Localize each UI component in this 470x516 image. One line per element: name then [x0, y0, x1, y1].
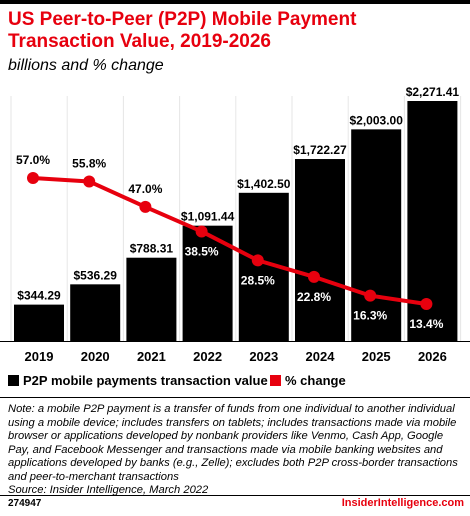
- top-rule: [0, 0, 470, 4]
- change-point-2024: [308, 270, 320, 283]
- legend-swatch-change: [270, 375, 281, 386]
- brand-link[interactable]: InsiderIntelligence.com: [341, 497, 464, 509]
- legend-swatch-value: [8, 375, 19, 386]
- note-divider: [0, 397, 470, 398]
- change-label-2023: 28.5%: [241, 273, 275, 287]
- change-point-2022: [195, 225, 208, 238]
- bar-label-2024: $1,722.27: [293, 143, 347, 157]
- bar-2025: [351, 129, 402, 341]
- bar-2019: [14, 304, 64, 341]
- bar-label-2021: $788.31: [130, 242, 174, 256]
- chart-subtitle: billions and % change: [8, 57, 164, 74]
- source-text: Source: Insider Intelligence, March 2022: [8, 484, 209, 496]
- change-label-2024: 22.8%: [297, 290, 331, 304]
- x-tick-2025: 2025: [362, 349, 391, 364]
- change-point-2021: [139, 200, 152, 213]
- bar-label-2025: $2,003.00: [350, 113, 404, 127]
- bar-label-2023: $1,402.50: [237, 177, 291, 191]
- change-point-2020: [83, 175, 96, 188]
- x-tick-2021: 2021: [137, 349, 166, 364]
- legend-label-change: % change: [285, 373, 346, 388]
- change-label-2020: 55.8%: [72, 156, 106, 170]
- bar-2026: [407, 101, 458, 341]
- x-tick-2023: 2023: [249, 349, 278, 364]
- x-tick-2026: 2026: [418, 349, 447, 364]
- bar-label-2022: $1,091.44: [181, 210, 235, 224]
- change-label-2025: 16.3%: [353, 309, 387, 323]
- chart-note: Note: a mobile P2P payment is a transfer…: [8, 403, 466, 498]
- change-point-2023: [251, 254, 264, 267]
- chart-area: $344.29 $536.29 $788.31 $1,091.44 $1,402.50 $…: [0, 85, 470, 364]
- x-tick-2019: 2019: [25, 349, 54, 364]
- change-point-2026: [420, 298, 433, 310]
- change-label-2026: 13.4%: [409, 317, 443, 331]
- x-tick-2024: 2024: [306, 349, 336, 364]
- bar-label-2026: $2,271.41: [406, 85, 460, 99]
- x-tick-2022: 2022: [193, 349, 222, 364]
- footer-divider: [0, 495, 470, 496]
- change-line: [32, 176, 427, 306]
- change-label-2021: 47.0%: [128, 182, 162, 196]
- bar-2024: [295, 159, 345, 341]
- note-text: Note: a mobile P2P payment is a transfer…: [8, 403, 458, 483]
- bar-label-2019: $344.29: [17, 289, 61, 303]
- chart-id: 274947: [8, 498, 42, 509]
- bar-2021: [126, 257, 177, 341]
- chart-title: US Peer-to-Peer (P2P) Mobile Payment Tra…: [8, 9, 357, 52]
- change-point-2025: [364, 289, 377, 302]
- change-point-2019: [27, 172, 39, 184]
- legend-label-value: P2P mobile payments transaction value: [23, 373, 268, 388]
- x-tick-2020: 2020: [81, 349, 110, 364]
- bar-label-2020: $536.29: [74, 268, 118, 282]
- bar-2020: [70, 284, 121, 341]
- change-label-2019: 57.0%: [16, 153, 50, 167]
- change-label-2022: 38.5%: [185, 244, 219, 258]
